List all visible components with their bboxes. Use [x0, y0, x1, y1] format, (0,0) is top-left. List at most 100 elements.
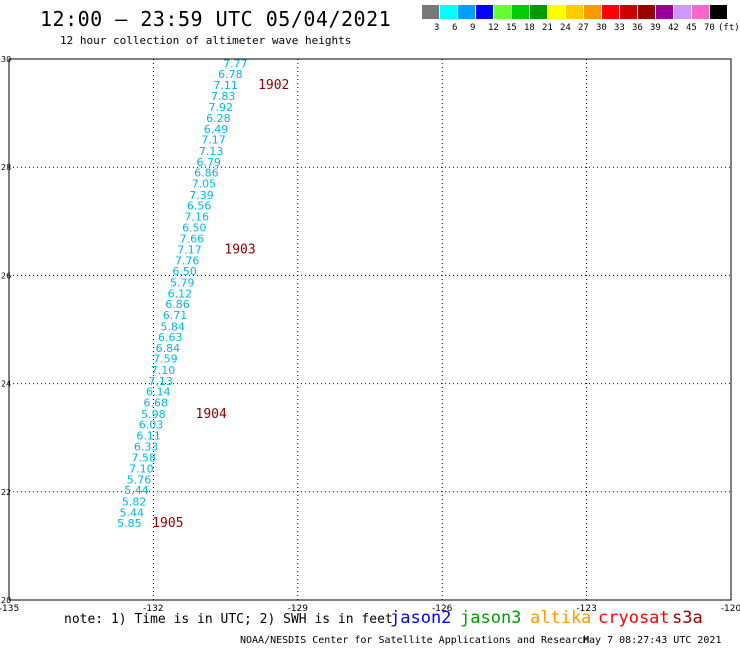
wave-height-label: 7.58 [132, 452, 157, 465]
y-tick-label: 24 [1, 380, 11, 389]
legend-label: 6 [452, 23, 458, 33]
wave-height-label: 6.14 [146, 386, 171, 399]
time-label: 1903 [224, 242, 255, 257]
map-subtitle: 12 hour collection of altimeter wave hei… [60, 34, 352, 47]
wave-height-label: 7.13 [199, 145, 224, 158]
wave-height-label: 5.44 [119, 506, 144, 519]
legend-label: 12 [488, 23, 499, 33]
wave-height-label: 5.76 [127, 473, 152, 486]
wave-height-label: 5.79 [170, 276, 195, 289]
wave-height-label: 7.59 [153, 353, 178, 366]
legend-label: 9 [470, 23, 476, 33]
wave-height-label: 7.77 [223, 57, 248, 70]
legend-swatch [674, 5, 691, 19]
legend-swatch [710, 5, 727, 19]
legend-unit: (ft) [718, 23, 740, 33]
wave-height-label: 7.76 [175, 254, 200, 267]
wave-height-label: 5.84 [160, 320, 185, 333]
wave-height-label: 7.16 [184, 210, 209, 223]
credit-line: NOAA/NESDIS Center for Satellite Applica… [240, 635, 590, 646]
wave-height-label: 5.44 [124, 484, 149, 497]
y-tick-label: 20 [1, 596, 11, 605]
legend-swatch [548, 5, 565, 19]
y-tick-label: 30 [1, 55, 11, 64]
x-tick-label: -123 [576, 604, 596, 614]
wave-height-label: 6.50 [182, 221, 207, 234]
legend-label: 33 [614, 23, 625, 33]
wave-height-label: 6.12 [168, 287, 193, 300]
wave-height-label: 7.17 [201, 134, 226, 147]
legend-label: 42 [668, 23, 679, 33]
satellite-jason3: jason3 [460, 608, 522, 628]
legend-label: 3 [434, 23, 440, 33]
legend-label: 24 [560, 23, 571, 33]
legend-label: 21 [542, 23, 553, 33]
wave-height-label: 6.86 [194, 167, 219, 180]
wave-height-label: 6.84 [156, 342, 181, 355]
legend-swatch [512, 5, 529, 19]
wave-height-label: 7.66 [180, 233, 205, 246]
footer-note: note: 1) Time is in UTC; 2) SWH is in fe… [64, 612, 393, 627]
legend-swatch [422, 5, 439, 19]
legend-label: 30 [596, 23, 607, 33]
wave-height-label: 6.28 [206, 112, 231, 125]
legend-label: 27 [578, 23, 589, 33]
wave-height-label: 6.86 [165, 298, 190, 311]
legend-swatch [692, 5, 709, 19]
x-tick-label: -135 [0, 604, 19, 614]
x-tick-label: -129 [288, 604, 309, 614]
legend-label: 70 [704, 23, 715, 33]
legend-swatch [584, 5, 601, 19]
legend-swatch [620, 5, 637, 19]
x-tick-label: -120 [721, 604, 740, 614]
time-label: 1905 [152, 516, 183, 531]
x-tick-label: -126 [432, 604, 453, 614]
wave-height-label: 7.13 [148, 375, 173, 388]
y-tick-label: 28 [1, 163, 11, 172]
legend-swatch [566, 5, 583, 19]
wave-height-label: 7.39 [189, 189, 214, 202]
legend-swatch [458, 5, 475, 19]
legend-label: 45 [686, 23, 697, 33]
satellite-altika: altika [530, 608, 592, 628]
wave-height-label: 7.10 [129, 463, 154, 476]
wave-height-label: 5.82 [122, 496, 147, 509]
y-tick-label: 22 [1, 488, 11, 497]
legend-swatch [440, 5, 457, 19]
wave-height-label: 6.11 [136, 430, 161, 443]
legend-label: 36 [632, 23, 643, 33]
wave-height-label: 7.11 [213, 79, 238, 92]
wave-height-label: 7.17 [177, 243, 202, 256]
wave-height-label: 6.78 [218, 68, 243, 81]
wave-height-label: 6.49 [204, 123, 229, 136]
legend-swatch [476, 5, 493, 19]
generated-timestamp: May 7 08:27:43 UTC 2021 [583, 635, 722, 646]
satellite-jason2: jason2 [390, 608, 452, 628]
y-tick-label: 26 [1, 271, 11, 280]
legend-label: 39 [650, 23, 661, 33]
wave-height-label: 6.71 [163, 309, 188, 322]
x-tick-label: -132 [143, 604, 163, 614]
wave-height-label: 5.85 [117, 517, 142, 530]
wave-height-label: 6.03 [139, 419, 164, 432]
wave-height-label: 7.10 [151, 364, 176, 377]
wave-height-label: 7.92 [209, 101, 234, 114]
wave-height-label: 6.68 [144, 397, 169, 410]
map-frame [8, 58, 732, 601]
wave-height-label: 7.83 [211, 90, 236, 103]
wave-height-label: 5.98 [141, 408, 166, 421]
legend-swatch [530, 5, 547, 19]
map-title: 12:00 – 23:59 UTC 05/04/2021 [40, 7, 392, 31]
wave-height-label: 6.63 [158, 331, 183, 344]
wave-height-label: 6.79 [197, 156, 222, 169]
satellite-cryosat: cryosat [598, 608, 670, 628]
legend-swatch [602, 5, 619, 19]
time-label: 1902 [258, 78, 289, 93]
wave-height-label: 6.33 [134, 440, 159, 453]
legend-swatch [638, 5, 655, 19]
wave-height-label: 6.56 [187, 200, 212, 213]
legend-label: 15 [506, 23, 517, 33]
wave-height-label: 6.50 [172, 265, 197, 278]
time-label: 1904 [196, 407, 227, 422]
